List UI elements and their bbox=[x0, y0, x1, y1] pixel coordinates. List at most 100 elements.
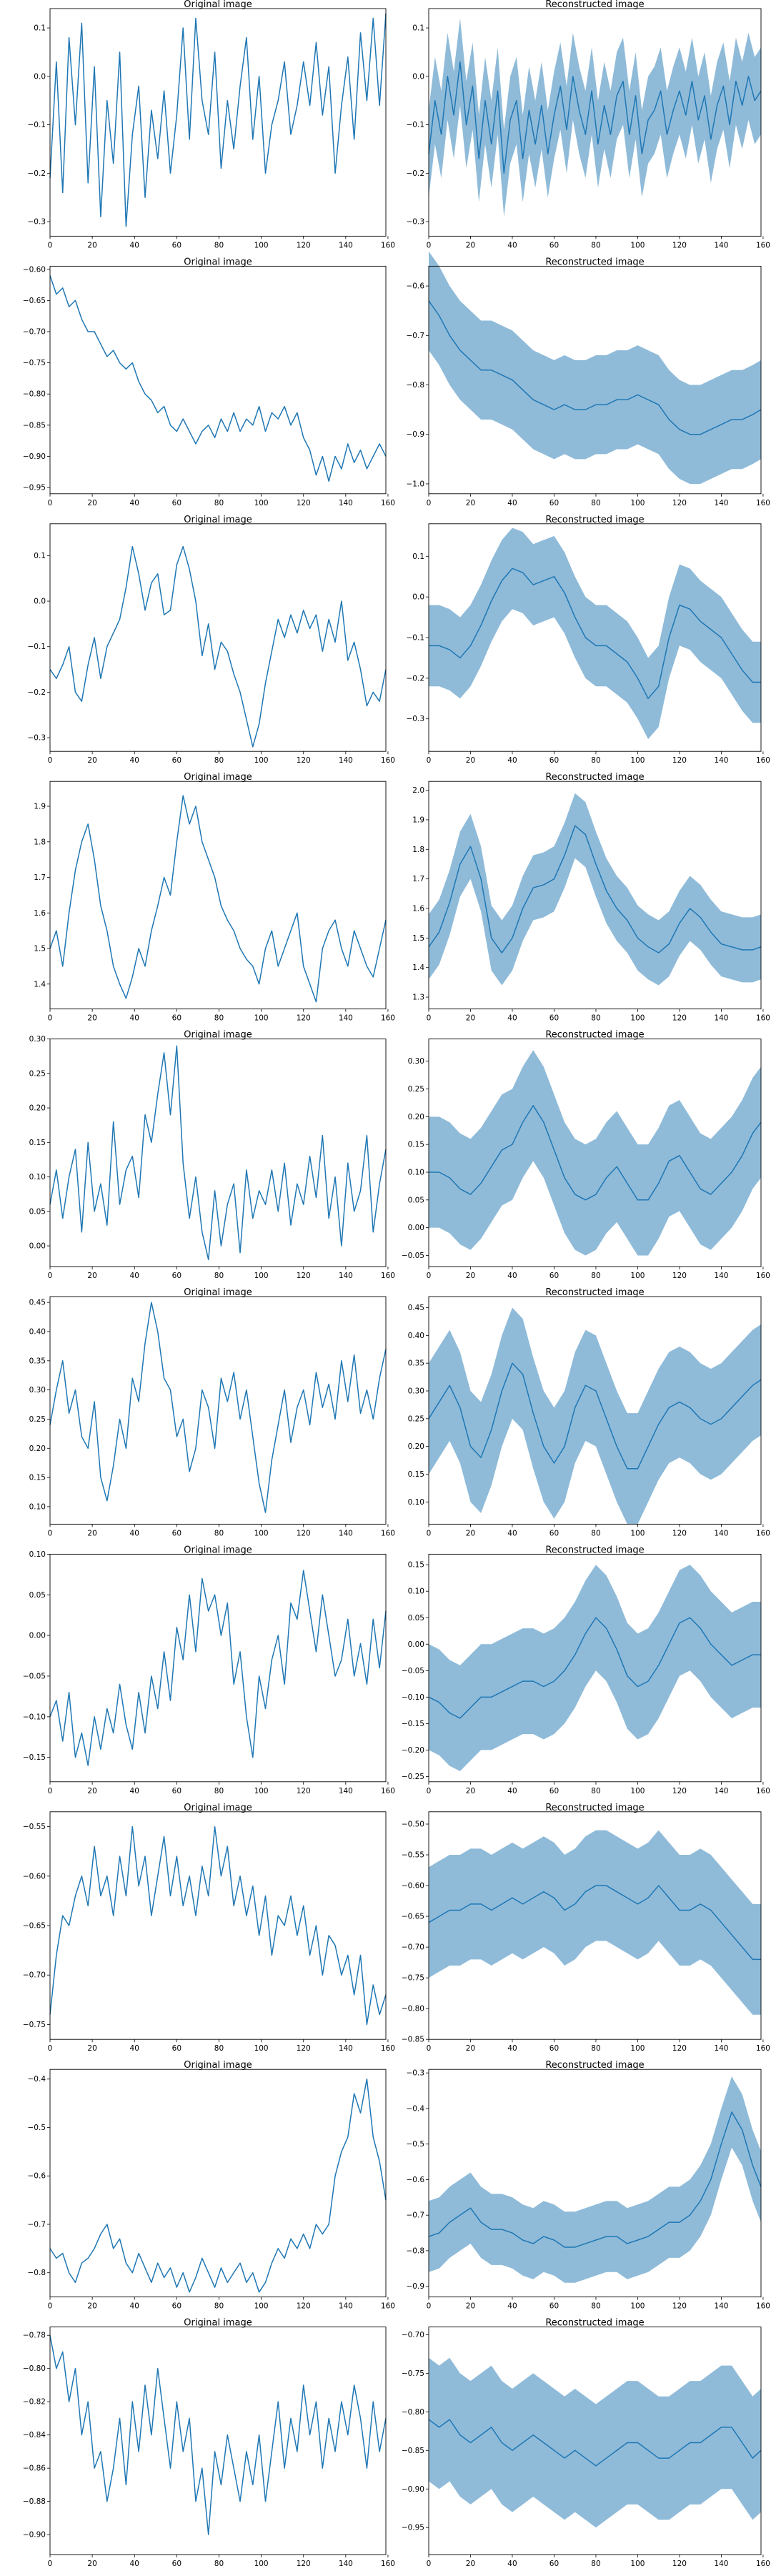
subplot-reconstructed-1: Reconstructed image 0 20 40 60 80 100 120 140 160… bbox=[407, 0, 770, 249]
x-tick-label: 140 bbox=[714, 756, 728, 765]
x-tick-label: 0 bbox=[427, 1787, 432, 1795]
y-tick-label: 0.15 bbox=[408, 1561, 424, 1570]
x-tick-label: 20 bbox=[87, 1014, 96, 1023]
axes-frame bbox=[49, 1296, 387, 1525]
uncertainty-band bbox=[429, 1830, 761, 2015]
x-tick-label: 120 bbox=[672, 2044, 687, 2053]
y-tick-label: 0.1 bbox=[412, 553, 424, 561]
y-tick-label: −0.84 bbox=[23, 2431, 46, 2439]
y-tick-label: 1.3 bbox=[412, 994, 424, 1002]
y-tick-label: 0.25 bbox=[408, 1415, 424, 1423]
x-tick-label: 80 bbox=[591, 1014, 600, 1023]
y-tick-label: −0.6 bbox=[28, 2172, 46, 2181]
x-tick-label: 40 bbox=[507, 1014, 517, 1023]
y-tick-label: 1.4 bbox=[412, 963, 424, 972]
y-tick-label: −0.8 bbox=[407, 2246, 425, 2255]
x-tick-label: 140 bbox=[714, 2044, 728, 2053]
y-tick-label: −0.90 bbox=[402, 2485, 424, 2494]
axes-frame bbox=[428, 781, 762, 1010]
x-tick-label: 40 bbox=[507, 2302, 517, 2311]
x-tick-label: 0 bbox=[48, 2302, 53, 2311]
x-tick-label: 80 bbox=[214, 2044, 224, 2053]
y-tick-label: 1.6 bbox=[34, 909, 46, 918]
x-tick-label: 100 bbox=[630, 1272, 645, 1280]
y-tick-label: −0.05 bbox=[23, 1672, 46, 1680]
y-tick-label: −0.3 bbox=[407, 715, 425, 723]
axes-frame bbox=[428, 1039, 762, 1267]
x-tick-label: 80 bbox=[214, 1529, 224, 1537]
x-tick-label: 140 bbox=[714, 241, 728, 249]
x-tick-label: 120 bbox=[297, 2302, 311, 2311]
uncertainty-band bbox=[429, 793, 761, 986]
y-tick-label: −0.85 bbox=[402, 2036, 424, 2044]
x-tick-label: 120 bbox=[672, 1272, 687, 1280]
x-tick-label: 140 bbox=[714, 1787, 728, 1795]
x-tick-label: 20 bbox=[466, 2560, 475, 2568]
axes-frame bbox=[49, 1039, 387, 1267]
x-tick-label: 80 bbox=[214, 2560, 224, 2568]
x-tick-label: 20 bbox=[466, 241, 475, 249]
y-tick-label: 0.20 bbox=[408, 1442, 424, 1451]
x-tick-label: 20 bbox=[87, 1787, 96, 1795]
y-tick-label: 0.10 bbox=[408, 1168, 424, 1176]
y-tick-label: 0.05 bbox=[408, 1196, 424, 1204]
x-tick-label: 40 bbox=[130, 499, 139, 507]
x-tick-label: 100 bbox=[630, 499, 645, 507]
y-tick-label: −0.70 bbox=[23, 327, 46, 336]
series-line bbox=[428, 1362, 762, 1470]
x-tick-label: 100 bbox=[254, 2302, 269, 2311]
x-tick-label: 140 bbox=[339, 756, 353, 765]
x-tick-label: 120 bbox=[297, 1014, 311, 1023]
y-tick-label: −0.55 bbox=[23, 1823, 46, 1831]
y-tick-label: −0.60 bbox=[402, 1882, 424, 1891]
x-tick-label: 140 bbox=[339, 1787, 353, 1795]
x-tick-label: 0 bbox=[48, 499, 53, 507]
x-tick-label: 140 bbox=[339, 499, 353, 507]
axes-frame bbox=[428, 2327, 762, 2555]
x-tick-label: 160 bbox=[381, 1272, 395, 1280]
x-tick-label: 120 bbox=[672, 1014, 687, 1023]
series-line bbox=[428, 825, 762, 953]
uncertainty-band bbox=[429, 1050, 761, 1256]
x-tick-label: 40 bbox=[507, 2560, 517, 2568]
y-tick-label: 1.9 bbox=[412, 816, 424, 824]
x-tick-label: 120 bbox=[672, 1787, 687, 1795]
y-tick-label: −0.15 bbox=[402, 1720, 424, 1728]
y-tick-label: −0.80 bbox=[402, 2408, 424, 2417]
y-tick-label: −0.70 bbox=[402, 2331, 424, 2339]
y-tick-label: 0.30 bbox=[408, 1057, 424, 1066]
series-line bbox=[428, 2419, 762, 2467]
y-tick-label: −0.75 bbox=[23, 359, 46, 367]
y-tick-label: −0.78 bbox=[23, 2332, 46, 2340]
y-tick-label: 1.8 bbox=[34, 838, 46, 846]
x-tick-label: 160 bbox=[381, 1529, 395, 1537]
x-tick-label: 0 bbox=[427, 2560, 432, 2568]
x-tick-label: 160 bbox=[381, 1787, 395, 1795]
x-tick-label: 60 bbox=[549, 2044, 559, 2053]
x-tick-label: 0 bbox=[427, 1529, 432, 1537]
uncertainty-band bbox=[429, 2076, 761, 2283]
subplot-title: Original image bbox=[184, 515, 252, 525]
x-tick-label: 120 bbox=[672, 2560, 687, 2568]
y-tick-label: −0.1 bbox=[28, 121, 46, 129]
y-tick-label: −0.10 bbox=[23, 1713, 46, 1721]
y-tick-label: 0.35 bbox=[29, 1357, 46, 1365]
x-tick-label: 60 bbox=[172, 499, 181, 507]
x-tick-label: 100 bbox=[630, 1014, 645, 1023]
x-tick-label: 100 bbox=[254, 499, 269, 507]
subplot-original-4: Original image 0 20 40 60 80 100 120 140 160 1.4 1.… bbox=[34, 772, 395, 1022]
x-tick-label: 40 bbox=[507, 1272, 517, 1280]
y-tick-label: −0.55 bbox=[402, 1851, 424, 1860]
x-tick-label: 160 bbox=[756, 499, 770, 507]
x-tick-label: 140 bbox=[714, 1529, 728, 1537]
subplot-title: Reconstructed image bbox=[545, 1803, 644, 1813]
x-tick-label: 20 bbox=[87, 756, 96, 765]
y-tick-label: 2.0 bbox=[412, 786, 424, 795]
series-line bbox=[429, 568, 761, 700]
y-tick-label: −0.2 bbox=[407, 674, 425, 683]
y-tick-label: −0.1 bbox=[28, 643, 46, 651]
subplot-title: Reconstructed image bbox=[545, 515, 644, 525]
subplot-title: Original image bbox=[184, 1803, 252, 1813]
x-tick-label: 80 bbox=[214, 499, 224, 507]
subplot-reconstructed-9: Reconstructed image 0 20 40 60 80 100 120 140 160… bbox=[407, 2060, 770, 2310]
